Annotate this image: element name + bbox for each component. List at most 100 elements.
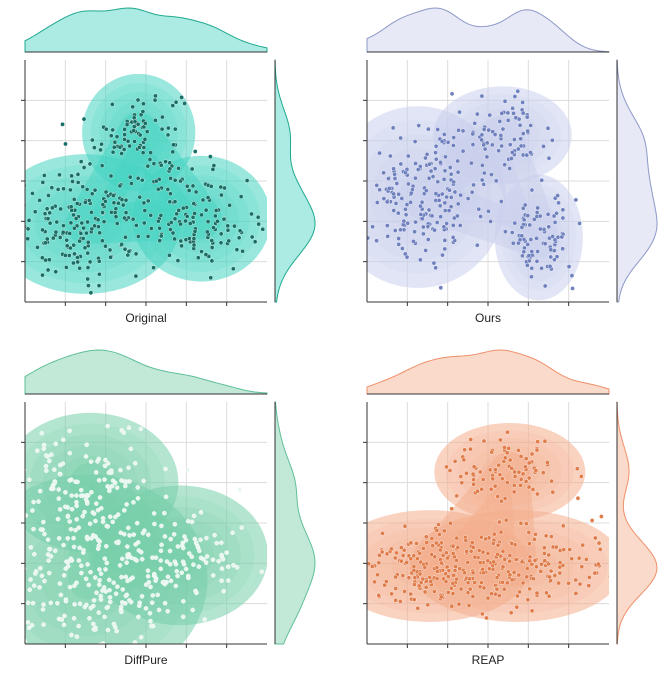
data-point: [399, 196, 405, 201]
data-point: [37, 488, 43, 494]
data-point: [337, 563, 341, 567]
data-point: [105, 524, 111, 529]
data-point: [127, 533, 132, 538]
data-point: [406, 575, 412, 581]
data-point: [479, 534, 484, 540]
data-point: [369, 564, 375, 569]
data-point: [67, 450, 73, 456]
kde-density: [25, 412, 267, 644]
data-point: [561, 523, 566, 529]
data-point: [516, 448, 521, 453]
data-point: [439, 139, 445, 144]
data-point: [118, 530, 124, 536]
data-point: [550, 234, 555, 239]
data-point: [0, 584, 4, 588]
data-point: [205, 195, 211, 200]
data-point: [107, 514, 113, 520]
data-point: [208, 154, 213, 159]
data-point: [201, 557, 206, 562]
data-point: [542, 438, 548, 444]
data-point: [88, 605, 94, 611]
data-point: [433, 265, 438, 271]
data-point: [518, 520, 524, 526]
data-point: [52, 480, 58, 486]
data-point: [510, 150, 515, 155]
data-point: [468, 446, 473, 452]
data-point: [211, 163, 217, 168]
data-point: [426, 175, 432, 181]
data-point: [27, 587, 33, 593]
data-point: [547, 264, 553, 269]
data-point: [82, 509, 87, 515]
data-point: [215, 219, 220, 224]
data-point: [26, 625, 32, 631]
data-point: [361, 596, 365, 600]
data-point: [448, 195, 454, 200]
right-marginal-kde: [616, 59, 658, 303]
data-point: [491, 541, 496, 546]
data-point: [110, 667, 114, 671]
data-point: [384, 199, 390, 205]
data-point: [86, 283, 91, 288]
data-point: [593, 535, 598, 541]
data-point: [444, 194, 449, 200]
data-point: [393, 598, 398, 603]
data-point: [533, 467, 539, 473]
data-point: [350, 248, 354, 252]
data-point: [47, 220, 53, 226]
data-point: [47, 257, 52, 263]
data-point: [122, 246, 128, 252]
data-point: [455, 545, 461, 550]
data-point: [108, 173, 114, 179]
data-point: [358, 257, 362, 261]
data-point: [0, 575, 3, 579]
data-point: [85, 562, 90, 567]
data-point: [31, 499, 36, 505]
data-point: [74, 201, 80, 206]
scatter-points: [337, 429, 609, 621]
data-point: [16, 550, 20, 554]
data-point: [171, 142, 176, 148]
data-point: [481, 142, 486, 148]
data-point: [541, 144, 546, 149]
data-point: [400, 553, 406, 558]
data-point: [97, 495, 103, 500]
data-point: [525, 128, 530, 134]
data-point: [170, 230, 176, 236]
data-point: [415, 556, 420, 562]
data-point: [15, 635, 19, 639]
data-point: [74, 634, 80, 639]
data-point: [82, 655, 86, 659]
data-point: [67, 478, 72, 483]
data-point: [55, 187, 61, 192]
data-point: [183, 566, 189, 572]
data-point: [156, 607, 162, 613]
data-point: [479, 177, 485, 183]
data-point: [414, 541, 419, 546]
data-point: [450, 581, 456, 586]
data-point: [517, 237, 523, 243]
data-point: [18, 574, 22, 578]
data-point: [403, 170, 408, 175]
data-point: [158, 233, 164, 239]
data-point: [470, 142, 476, 147]
data-point: [589, 518, 595, 523]
data-point: [115, 584, 120, 589]
data-point: [497, 472, 503, 477]
data-point: [507, 572, 513, 578]
data-point: [498, 437, 503, 443]
data-point: [418, 212, 424, 217]
data-point: [139, 177, 145, 183]
data-point: [203, 252, 209, 257]
data-point: [76, 623, 81, 629]
data-point: [534, 590, 540, 596]
data-point: [444, 464, 449, 470]
data-point: [106, 470, 112, 475]
data-point: [513, 115, 519, 121]
data-point: [552, 257, 557, 262]
data-point: [495, 494, 501, 499]
data-point: [145, 574, 151, 579]
top-marginal-kde: [366, 349, 610, 395]
data-point: [234, 564, 240, 570]
data-point: [430, 543, 436, 548]
